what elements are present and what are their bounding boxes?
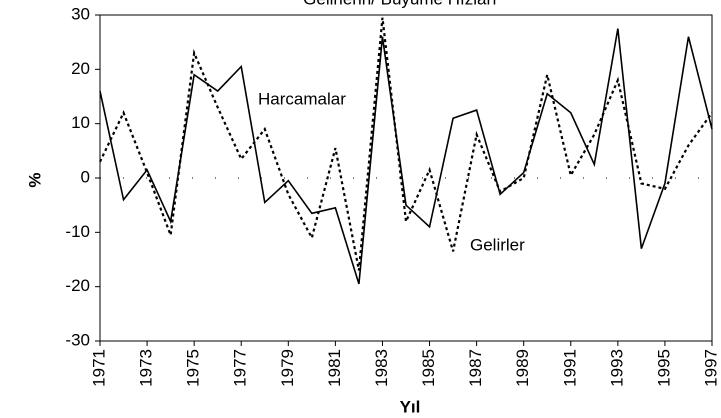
y-axis-label: % [25,172,44,187]
x-tick-label: 1991 [560,349,579,387]
y-tick-label: 20 [71,59,90,78]
series-line [99,17,713,271]
x-tick-label: 1983 [372,349,391,387]
x-tick-label: 1985 [419,349,438,387]
y-tick-label: 10 [71,113,90,132]
x-tick-label: 1979 [278,349,297,387]
x-tick-label: 1971 [89,349,108,387]
x-axis-label: Yıl [400,397,421,416]
y-tick-label: -10 [65,222,90,241]
x-tick-label: 1989 [513,349,532,387]
series-annotation: Harcamalar [258,89,346,108]
y-tick-label: 30 [71,4,90,23]
chart-title: Gelirlerin/ Büyüme Hızları [303,0,497,8]
x-tick-label: 1993 [607,349,626,387]
x-tick-label: 1995 [654,349,673,387]
series-line [99,28,713,285]
plot-frame [99,14,713,342]
x-tick-label: 1981 [325,349,344,387]
x-tick-label: 1997 [701,349,720,387]
y-tick-label: 0 [81,167,90,186]
x-tick-label: 1977 [231,349,250,387]
x-tick-label: 1987 [466,349,485,387]
y-tick-label: -30 [65,330,90,349]
x-tick-label: 1975 [184,349,203,387]
x-tick-label: 1973 [137,349,156,387]
series-annotation: Gelirler [470,235,525,254]
y-tick-label: -20 [65,276,90,295]
